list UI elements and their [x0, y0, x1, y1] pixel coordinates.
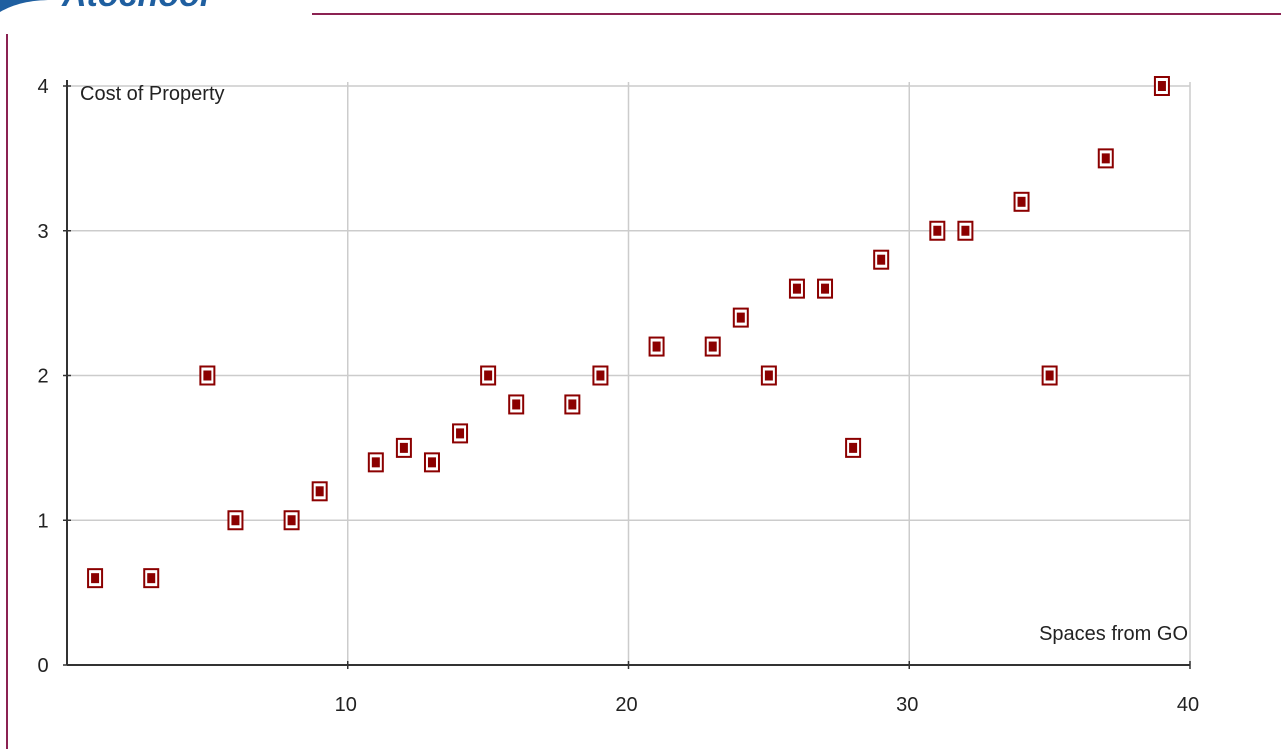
- data-point-fill: [652, 341, 661, 352]
- data-point-fill: [147, 573, 156, 584]
- x-tick-label: 20: [615, 694, 637, 716]
- data-point: [592, 365, 609, 386]
- logo-swoosh-icon: [0, 0, 52, 12]
- data-point-fill: [568, 399, 577, 410]
- data-point: [704, 336, 721, 357]
- data-point: [508, 394, 525, 415]
- data-point: [143, 568, 160, 589]
- data-point-fill: [961, 225, 970, 236]
- y-tick-label: 2: [37, 366, 48, 388]
- data-point: [311, 481, 328, 502]
- data-point: [1041, 365, 1058, 386]
- data-point: [873, 249, 890, 270]
- data-point: [817, 278, 834, 299]
- x-axis-title: Spaces from GO: [1039, 623, 1188, 645]
- data-point-fill: [792, 283, 801, 294]
- data-point: [227, 510, 244, 531]
- data-point: [1153, 76, 1170, 96]
- data-point-fill: [231, 515, 240, 526]
- data-point-fill: [596, 370, 605, 381]
- data-point-fill: [764, 370, 773, 381]
- data-point: [367, 452, 384, 473]
- data-points: [87, 76, 1170, 589]
- data-point: [564, 394, 581, 415]
- axes: [63, 80, 1191, 669]
- data-point-fill: [484, 370, 493, 381]
- data-point-fill: [849, 442, 858, 453]
- data-point-fill: [933, 225, 942, 236]
- x-tick-label: 30: [896, 694, 918, 716]
- data-point-fill: [315, 486, 324, 497]
- header-logo: Atochool: [0, 0, 211, 14]
- data-point: [845, 437, 862, 458]
- data-point: [760, 365, 777, 386]
- data-point-fill: [371, 457, 380, 468]
- data-point: [929, 220, 946, 241]
- data-point: [957, 220, 974, 241]
- data-point-fill: [708, 341, 717, 352]
- data-point-fill: [456, 428, 465, 439]
- tick-labels: 0 1 2 3 4 10 20 30 40: [37, 76, 1199, 716]
- data-point-fill: [1157, 81, 1166, 91]
- data-point: [452, 423, 469, 444]
- data-point: [395, 437, 412, 458]
- y-tick-label: 4: [37, 76, 48, 98]
- data-point-fill: [821, 283, 830, 294]
- data-point-fill: [512, 399, 521, 410]
- y-tick-label: 0: [37, 655, 48, 677]
- x-tick-label: 40: [1177, 694, 1199, 716]
- data-point-fill: [1017, 196, 1026, 207]
- data-point: [732, 307, 749, 328]
- data-point: [648, 336, 665, 357]
- data-point-fill: [399, 442, 408, 453]
- x-tick-label: 10: [335, 694, 357, 716]
- data-point: [480, 365, 497, 386]
- data-point: [199, 365, 216, 386]
- data-point-fill: [203, 370, 212, 381]
- data-point-fill: [427, 457, 436, 468]
- data-point-fill: [877, 254, 886, 265]
- y-tick-label: 1: [37, 510, 48, 532]
- data-point-fill: [1101, 153, 1110, 164]
- y-tick-label: 3: [37, 221, 48, 243]
- data-point: [788, 278, 805, 299]
- data-point-fill: [287, 515, 296, 526]
- data-point: [283, 510, 300, 531]
- y-axis-title: Cost of Property: [80, 83, 225, 105]
- data-point-fill: [91, 573, 100, 584]
- grid: [67, 82, 1191, 665]
- data-point: [1097, 148, 1114, 169]
- logo-text: Atochool: [61, 0, 211, 14]
- data-point: [423, 452, 440, 473]
- data-point-fill: [736, 312, 745, 323]
- data-point: [1013, 191, 1030, 212]
- data-point: [87, 568, 104, 589]
- data-point-fill: [1045, 370, 1054, 381]
